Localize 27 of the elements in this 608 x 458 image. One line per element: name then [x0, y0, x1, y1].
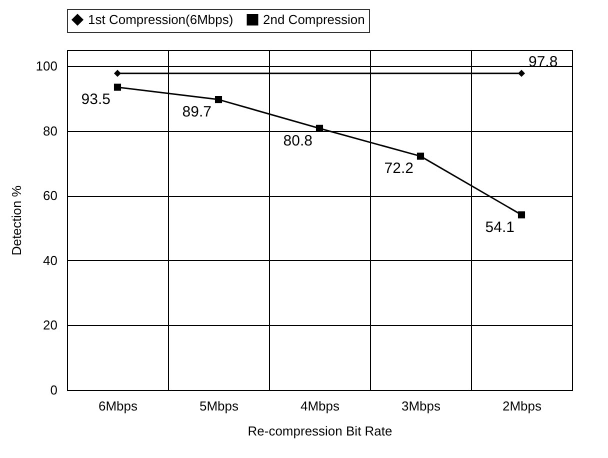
x-tick-label: 2Mbps — [502, 398, 542, 414]
point — [316, 124, 324, 132]
point — [114, 84, 122, 91]
data-label: 89.7 — [182, 104, 212, 121]
y-tick-label: 80 — [43, 123, 58, 138]
y-tick-label: 40 — [43, 252, 58, 268]
x-tick-label: 6Mbps — [98, 398, 138, 414]
legend-label: 1st Compression(6Mbps) — [88, 12, 234, 27]
point — [518, 70, 526, 77]
point — [518, 211, 526, 218]
x-tick-label: 5Mbps — [199, 398, 240, 414]
y-tick-label: 60 — [43, 188, 58, 204]
y-tick-label: 100 — [36, 58, 58, 74]
data-label: 80.8 — [283, 132, 312, 150]
x-tick-label: 3Mbps — [401, 398, 442, 414]
point — [114, 70, 122, 77]
x-axis-title: Re-compression Bit Rate — [248, 424, 392, 438]
y-tick-label: 20 — [43, 318, 58, 333]
legend-label: 2nd Compression — [263, 12, 365, 27]
y-axis-title: Detection % — [8, 185, 24, 256]
y-tick-label: 0 — [50, 382, 58, 398]
point — [416, 152, 424, 160]
x-tick-label: 4Mbps — [300, 398, 340, 414]
data-label: 72.2 — [384, 160, 414, 178]
data-label: 54.1 — [485, 218, 514, 236]
point — [214, 96, 222, 104]
data-label: 93.5 — [81, 91, 110, 108]
